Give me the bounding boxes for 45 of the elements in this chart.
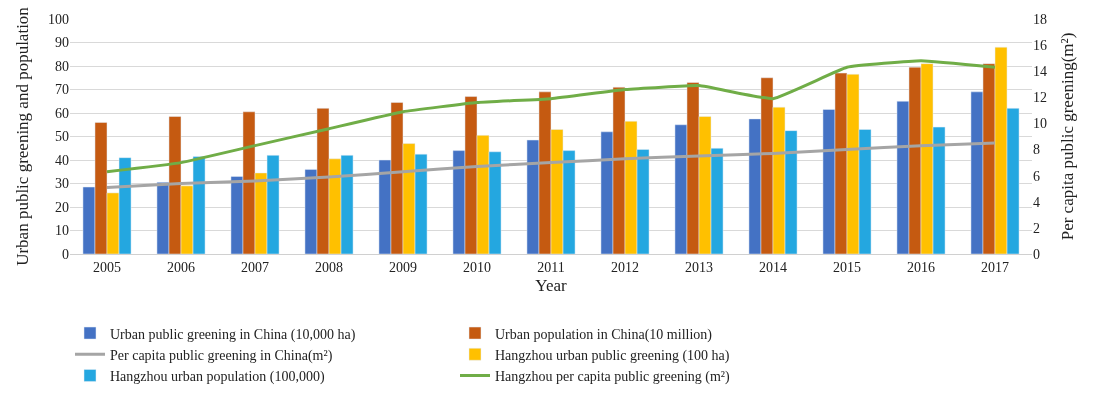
y-tick-label: 100	[48, 11, 69, 27]
x-tick-label: 2017	[981, 259, 1009, 275]
line-series	[105, 141, 997, 189]
y-axis-title: Urban public greening and population	[12, 6, 32, 266]
legend-label: Hangzhou per capita public greening (m²)	[495, 368, 731, 385]
legend-label: Urban public greening in China (10,000 ha)	[110, 326, 356, 343]
y2-tick-label: 4	[1033, 194, 1040, 210]
y2-axis-title: Per capita public greening(m²)	[1058, 32, 1078, 241]
x-tick-label: 2016	[907, 259, 935, 275]
y2-tick-label: 2	[1033, 220, 1040, 236]
x-tick-label: 2014	[759, 259, 787, 275]
y2-tick-label: 8	[1033, 142, 1040, 158]
x-tick-label: 2007	[241, 259, 269, 275]
y2-tick-label: 10	[1033, 116, 1047, 132]
x-tick-label: 2015	[833, 259, 861, 275]
legend-label: Hangzhou urban population (100,000)	[110, 368, 325, 385]
y2-tick-label: 0	[1033, 246, 1040, 262]
y2-tick-label: 18	[1033, 11, 1047, 27]
y-tick-label: 90	[55, 35, 69, 51]
x-axis-title: Year	[535, 276, 567, 296]
y-tick-label: 70	[55, 82, 69, 98]
y-tick-label: 40	[55, 152, 69, 168]
x-tick-label: 2005	[93, 259, 121, 275]
y-tick-label: 30	[55, 176, 69, 192]
y-tick-label: 50	[55, 129, 69, 145]
line-series	[105, 59, 997, 174]
x-tick-label: 2011	[537, 259, 565, 275]
legend-label: Per capita public greening in China(m²)	[110, 347, 333, 364]
y2-tick-label: 12	[1033, 90, 1047, 106]
x-tick-label: 2013	[685, 259, 713, 275]
y-tick-label: 10	[55, 223, 69, 239]
x-tick-label: 2009	[389, 259, 417, 275]
legend-label: Hangzhou urban public greening (100 ha)	[495, 347, 730, 364]
y2-tick-label: 6	[1033, 168, 1040, 184]
y2-tick-label: 14	[1033, 64, 1047, 80]
y-tick-label: 0	[62, 246, 69, 262]
x-tick-label: 2008	[315, 259, 343, 275]
y-tick-label: 80	[55, 58, 69, 74]
x-tick-label: 2010	[463, 259, 491, 275]
y-tick-label: 20	[55, 199, 69, 215]
y2-tick-label: 16	[1033, 38, 1047, 54]
legend-label: Urban population in China(10 million)	[495, 326, 713, 343]
x-tick-label: 2006	[167, 259, 195, 275]
y-tick-label: 60	[55, 105, 69, 121]
x-tick-label: 2012	[611, 259, 639, 275]
